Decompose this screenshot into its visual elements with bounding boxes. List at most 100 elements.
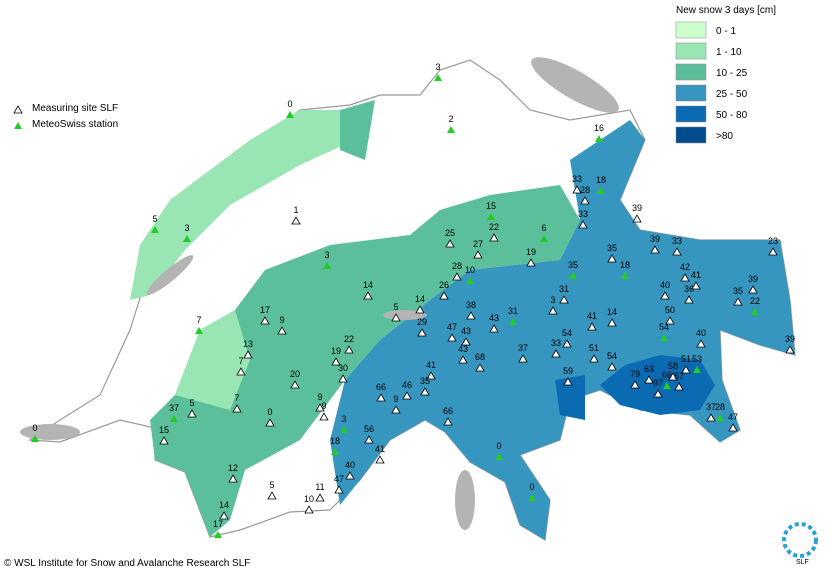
meteo-marker <box>660 334 668 341</box>
station-value: 16 <box>594 123 604 133</box>
site-marker <box>452 272 462 281</box>
map-base <box>20 57 796 541</box>
site-marker <box>290 380 300 389</box>
station-value: 41 <box>691 270 701 280</box>
site-marker <box>526 258 536 267</box>
station-value: 7 <box>238 356 243 366</box>
site-marker <box>665 316 675 325</box>
station-value: 5 <box>152 214 157 224</box>
site-marker <box>458 355 468 364</box>
station-value: 9 <box>317 392 322 402</box>
site-marker <box>551 349 561 358</box>
site-marker <box>331 357 341 366</box>
meteo-marker <box>663 382 671 389</box>
site-marker <box>228 474 238 483</box>
station-value: 58 <box>668 361 678 371</box>
site-marker <box>674 382 684 391</box>
station-value: 36 <box>684 284 694 294</box>
site-marker <box>650 245 660 254</box>
meteo-marker <box>569 272 577 279</box>
site-marker <box>644 375 654 384</box>
station-value: 53 <box>692 354 702 364</box>
station-value: 43 <box>458 344 468 354</box>
station-value: 37 <box>518 343 528 353</box>
station-value: 37 <box>706 402 716 412</box>
site-marker <box>630 380 640 389</box>
meteo-marker <box>434 74 442 81</box>
site-marker <box>587 322 597 331</box>
legend: New snow 3 days [cm] 0 - 1 1 - 10 10 - 25 2… <box>675 5 776 144</box>
site-marker <box>680 273 690 282</box>
meteo-marker <box>495 453 503 460</box>
legend-swatch <box>675 105 707 123</box>
meteo-marker <box>487 213 495 220</box>
meteo-marker <box>183 235 191 242</box>
station-value: 9 <box>321 401 326 411</box>
station-value: 12 <box>228 463 238 473</box>
station-value: 5 <box>189 398 194 408</box>
site-marker <box>232 404 242 413</box>
site-marker <box>443 417 453 426</box>
site-marker <box>728 423 738 432</box>
station-value: 22 <box>489 222 499 232</box>
legend-label: 25 - 50 <box>716 89 748 100</box>
station-value: 43 <box>489 313 499 323</box>
station-value: 29 <box>417 317 427 327</box>
site-marker <box>607 318 617 327</box>
meteo-marker <box>31 435 39 442</box>
station-value: 33 <box>551 338 561 348</box>
station-value: 27 <box>473 239 483 249</box>
station-value: 54 <box>562 328 572 338</box>
site-marker <box>334 485 344 494</box>
site-marker <box>733 297 743 306</box>
station-value: 22 <box>750 296 760 306</box>
site-marker <box>338 374 348 383</box>
meteo-marker <box>693 366 701 373</box>
site-marker <box>426 371 436 380</box>
site-marker <box>236 367 246 376</box>
station-value: 25 <box>445 228 455 238</box>
site-marker <box>572 185 582 194</box>
site-marker <box>684 295 694 304</box>
station-value: 41 <box>587 311 597 321</box>
station-value: 39 <box>748 274 758 284</box>
meteo-marker <box>286 111 294 118</box>
station-value: 39 <box>632 203 642 213</box>
station-value: 9 <box>393 394 398 404</box>
legend-swatch <box>675 84 707 102</box>
meteo-marker <box>151 226 159 233</box>
legend-swatch <box>675 126 707 144</box>
site-marker <box>461 337 471 346</box>
station-value: 66 <box>443 406 453 416</box>
station-value: 20 <box>290 369 300 379</box>
site-marker <box>260 316 270 325</box>
site-marker <box>580 196 590 205</box>
station-value: 42 <box>680 262 690 272</box>
site-marker <box>376 393 386 402</box>
station-value: 30 <box>338 363 348 373</box>
site-marker <box>445 239 455 248</box>
meteo-marker <box>447 126 455 133</box>
station-value: 1 <box>293 205 298 215</box>
site-marker <box>489 324 499 333</box>
site-marker <box>219 511 229 520</box>
station-value: 19 <box>526 247 536 257</box>
site-marker <box>653 389 663 398</box>
site-marker <box>589 354 599 363</box>
station-value: 0 <box>267 407 272 417</box>
station-value: 28 <box>715 402 725 412</box>
station-value: 3 <box>184 223 189 233</box>
meteo-marker <box>195 327 203 334</box>
meteo-marker <box>751 308 759 315</box>
site-marker <box>391 313 401 322</box>
meteo-marker <box>323 262 331 269</box>
station-value: 0 <box>496 441 501 451</box>
site-marker <box>473 250 483 259</box>
station-value: 14 <box>607 307 617 317</box>
station-value: 33 <box>672 236 682 246</box>
site-symbol <box>13 105 23 114</box>
station-value: 15 <box>486 201 496 211</box>
station-value: 51 <box>681 354 691 364</box>
station-value: 35 <box>607 243 617 253</box>
